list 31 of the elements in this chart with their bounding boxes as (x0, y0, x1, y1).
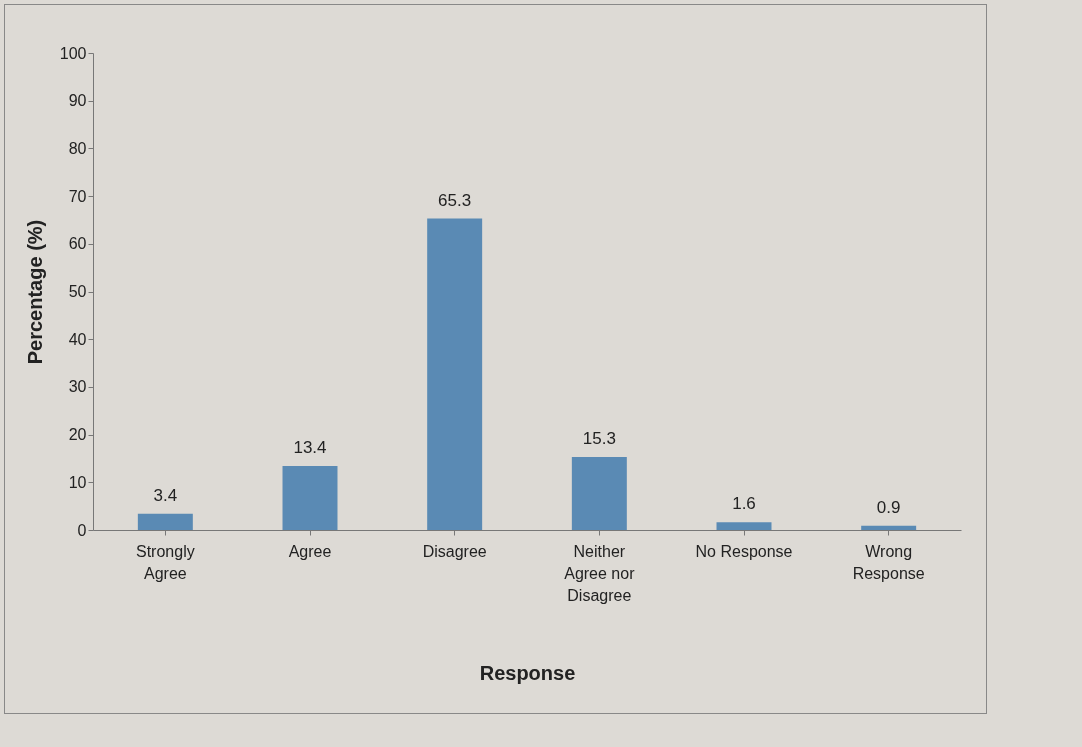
y-tick-label: 20 (68, 426, 87, 444)
bar (427, 218, 483, 530)
data-label: 15.3 (582, 429, 616, 449)
data-label: 3.4 (153, 485, 178, 505)
x-tick-label: Neither Agree nor Disagree (564, 542, 636, 604)
y-tick-label: 90 (68, 92, 87, 110)
y-tick-label: 60 (68, 235, 87, 253)
bar (137, 513, 193, 530)
bar (282, 466, 338, 530)
y-axis-title: Percentage (%) (23, 219, 46, 365)
y-tick-label: 70 (68, 187, 87, 205)
data-label: 13.4 (293, 438, 327, 458)
data-label: 1.6 (732, 494, 756, 514)
x-tick-label: Agree (288, 542, 332, 560)
y-tick-label: 80 (68, 139, 87, 157)
y-tick-label: 0 (77, 521, 87, 539)
data-label: 0.9 (876, 497, 901, 517)
y-tick-label: 50 (68, 283, 87, 300)
y-tick-label: 30 (68, 378, 87, 396)
x-axis-title: Response (479, 661, 576, 684)
y-tick-label: 40 (68, 330, 87, 348)
bar (861, 525, 917, 530)
bar (716, 522, 772, 530)
x-tick-label: Strongly Agree (135, 542, 195, 582)
y-tick-label: 100 (59, 44, 87, 62)
y-tick-label: 10 (68, 473, 87, 491)
bar (571, 457, 627, 530)
data-label: 65.3 (438, 190, 472, 210)
x-tick-label: Disagree (422, 542, 487, 560)
x-tick-label: No Response (695, 542, 793, 560)
x-tick-label: Wrong Response (852, 542, 925, 582)
